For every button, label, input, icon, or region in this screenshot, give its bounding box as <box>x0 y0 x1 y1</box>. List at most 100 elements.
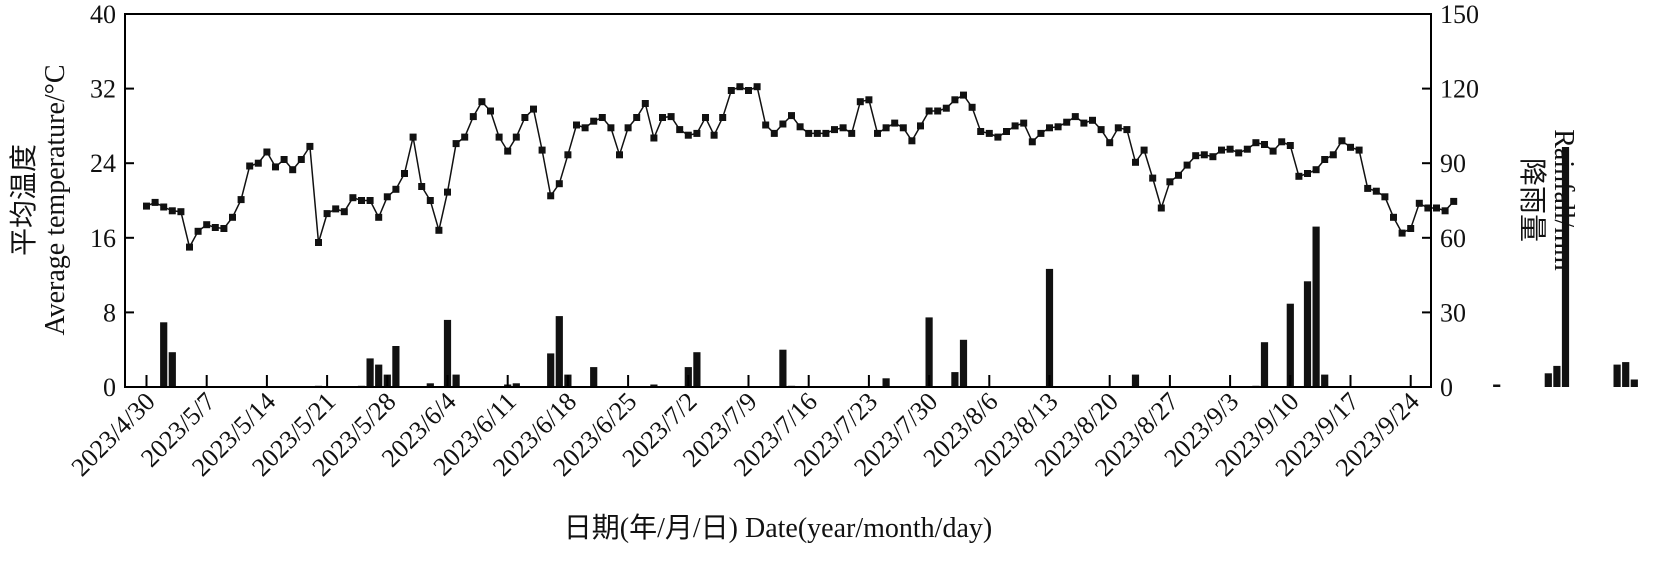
temperature-point <box>676 126 684 134</box>
temperature-point <box>1252 139 1260 147</box>
temperature-point <box>340 208 348 216</box>
temperature-point <box>177 208 185 216</box>
temperature-point <box>1381 193 1389 201</box>
y-right-tick-label: 150 <box>1440 0 1479 29</box>
temperature-point <box>753 83 761 91</box>
temperature-point <box>538 146 546 154</box>
temperature-point <box>504 147 512 155</box>
temperature-point <box>1114 124 1122 132</box>
temperature-point <box>272 163 279 171</box>
temperature-point <box>925 107 933 115</box>
temperature-point <box>1106 139 1114 147</box>
y-left-title-cn: 平均温度 <box>8 144 40 256</box>
rainfall-bar <box>882 378 890 387</box>
rainfall-bar <box>392 346 400 387</box>
y-right-tick-label: 0 <box>1440 373 1453 402</box>
temperature-point <box>1132 158 1139 166</box>
temperature-point <box>168 207 176 215</box>
temperature-point <box>1390 213 1397 221</box>
temperature-point <box>702 114 709 121</box>
temperature-point <box>1415 199 1423 207</box>
y-right-title-cn: 降雨量 <box>1516 158 1548 242</box>
rainfall-bar <box>1303 281 1312 387</box>
rainfall-bar <box>1131 374 1140 387</box>
temperature-point <box>289 166 297 174</box>
temperature-point <box>1157 204 1165 212</box>
temperature-point <box>1063 118 1071 126</box>
temperature-point <box>547 192 555 200</box>
temperature-point <box>581 124 589 132</box>
temperature-point <box>598 114 606 121</box>
temperature-point <box>1020 119 1028 127</box>
temperature-point <box>891 119 899 127</box>
temperature-point <box>1175 171 1182 179</box>
rainfall-bar <box>779 349 787 387</box>
temperature-point <box>143 202 150 210</box>
temperature-point <box>1398 229 1406 237</box>
temperature-point <box>469 113 477 121</box>
temperature-point <box>1304 170 1311 177</box>
temperature-point <box>960 91 967 99</box>
temperature-point <box>280 156 288 163</box>
temperature-point <box>607 124 615 132</box>
temperature-point <box>401 170 408 177</box>
temperature-point <box>1046 124 1053 132</box>
temperature-point <box>366 197 374 204</box>
rainfall-bar <box>512 383 520 387</box>
temperature-point <box>1355 146 1363 154</box>
temperature-point <box>1226 145 1234 153</box>
rainfall-bar <box>1622 362 1630 387</box>
temperature-point <box>160 203 168 211</box>
rainfall-bar <box>590 367 598 387</box>
temperature-point <box>444 188 451 196</box>
temperature-point <box>1312 166 1320 174</box>
temperature-point <box>392 185 400 193</box>
temperature-point <box>865 96 873 104</box>
temperature-point <box>1200 151 1208 159</box>
temperature-point <box>1450 197 1458 205</box>
temperature-point <box>977 128 985 135</box>
rainfall-bar <box>547 353 555 387</box>
y-right-tick-label: 30 <box>1440 298 1466 327</box>
rainfall-bar <box>426 383 434 387</box>
rainfall-bar <box>375 364 383 387</box>
temperature-point <box>375 213 383 221</box>
temperature-point <box>796 123 804 131</box>
temperature-point <box>1003 128 1010 135</box>
temperature-point <box>1149 174 1157 182</box>
temperature-point <box>1140 146 1148 154</box>
temperature-point <box>512 133 520 141</box>
temperature-point <box>641 100 649 107</box>
rainfall-bar <box>650 384 658 387</box>
temperature-point <box>1295 172 1303 180</box>
temperature-point <box>495 133 503 141</box>
temperature-point <box>1097 126 1105 134</box>
temperature-point <box>1261 141 1268 148</box>
temperature-point <box>461 133 469 141</box>
temperature-point <box>590 117 598 125</box>
temperature-point <box>297 156 305 163</box>
plot-frame <box>124 13 1432 388</box>
temperature-point <box>263 148 271 156</box>
temperature-point <box>822 129 830 137</box>
temperature-point <box>1028 138 1036 146</box>
temperature-point <box>1183 161 1191 169</box>
rainfall-bar <box>443 319 452 387</box>
rainfall-bar <box>160 322 168 387</box>
temperature-point <box>211 224 219 231</box>
y-left-tick-label: 24 <box>90 149 116 178</box>
temperature-point <box>899 124 907 132</box>
temperature-line <box>146 85 1455 250</box>
temperature-point <box>659 114 666 121</box>
temperature-point <box>951 96 959 104</box>
y-left-tick-label: 8 <box>103 298 116 327</box>
temperature-point <box>710 131 718 139</box>
axis-titles: 日期(年/月/日) Date(year/month/day) 平均温度 Aver… <box>8 64 1579 544</box>
temperature-point <box>1011 122 1019 130</box>
temperature-point <box>151 198 159 206</box>
temperature-point <box>555 180 563 188</box>
rainfall-bar <box>951 372 959 387</box>
temperature-point <box>383 193 391 201</box>
rainfall-bars <box>160 147 1638 387</box>
rainfall-bar <box>925 317 933 387</box>
